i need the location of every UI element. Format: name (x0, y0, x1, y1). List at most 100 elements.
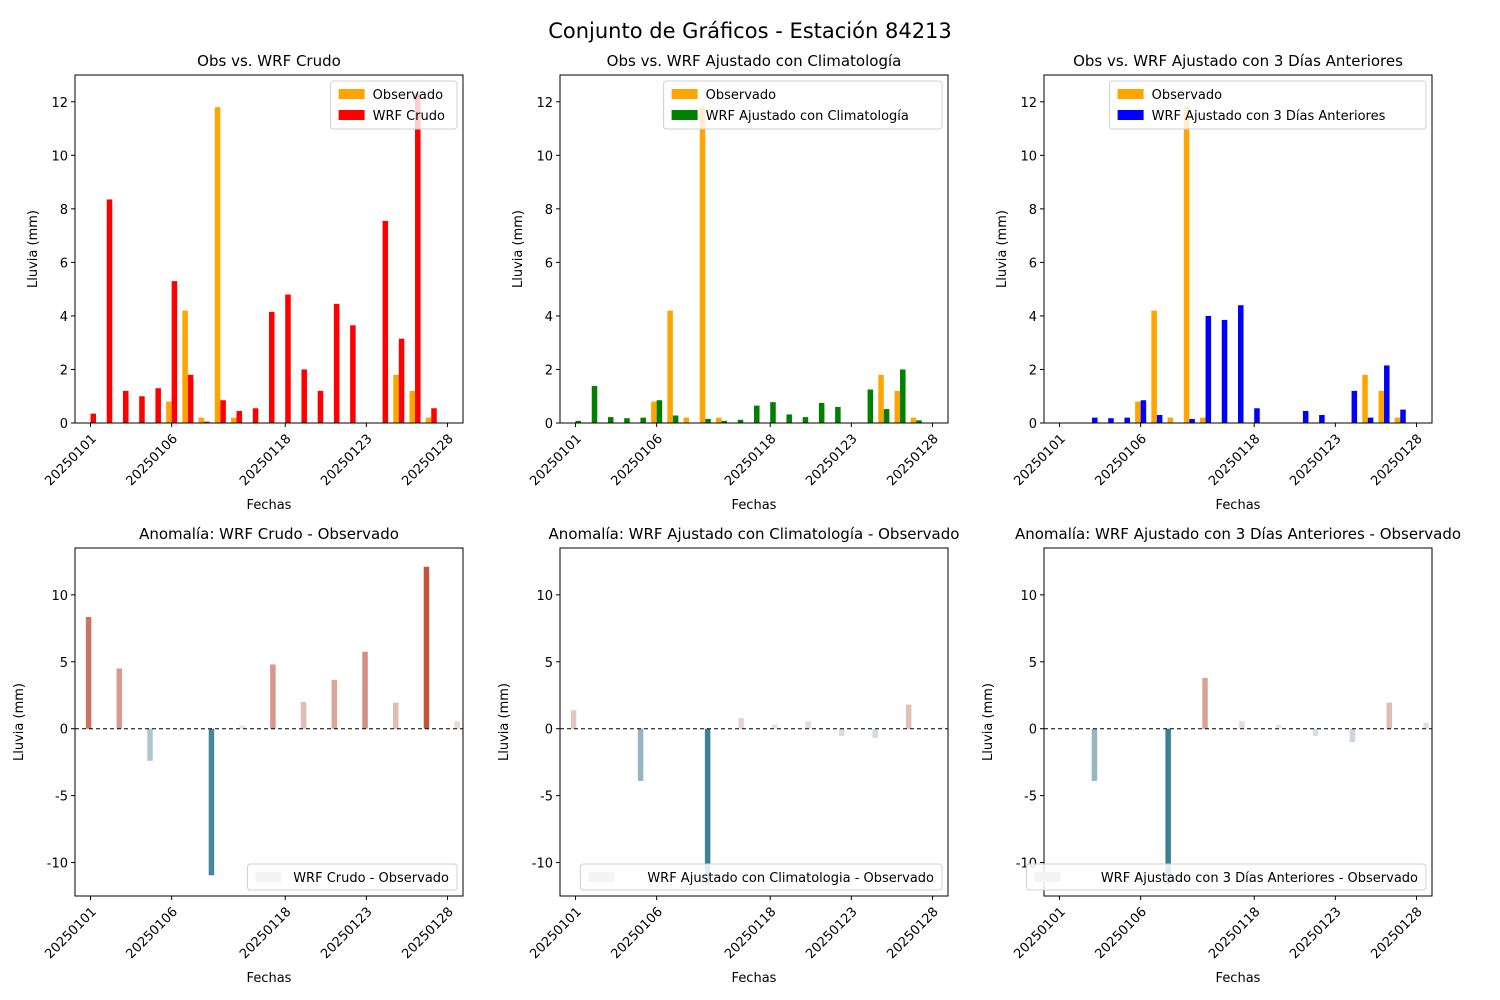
bar-observado (1200, 417, 1206, 423)
x-tick-label: 20250118 (237, 432, 294, 489)
panel-title: Obs vs. WRF Crudo (197, 52, 341, 70)
bar-anomalia (704, 728, 711, 885)
bar-wrf (90, 413, 97, 423)
legend-box (1025, 863, 1427, 891)
bar-observado (425, 417, 432, 423)
x-tick-label: 20250118 (237, 905, 294, 962)
bar-wrf (204, 421, 210, 423)
axes-frame (1043, 74, 1433, 424)
bar-observado (214, 107, 221, 423)
legend-label: WRF Crudo - Observado (293, 871, 449, 886)
bar-wrf (1108, 418, 1114, 423)
y-tick-label: 10 (51, 149, 68, 164)
panel-6: Anomalía: WRF Ajustado con 3 Días Anteri… (981, 525, 1461, 986)
x-tick-label: 20250128 (1368, 905, 1425, 962)
bar-observado (1378, 390, 1385, 423)
bar-wrf (1189, 418, 1195, 423)
bar-wrf (867, 389, 874, 423)
bar-wrf (285, 294, 291, 423)
legend-label: Observado (706, 88, 777, 103)
bar-wrf (1124, 417, 1130, 423)
y-axis-label: Lluvia (mm) (995, 210, 1010, 288)
y-tick-label: 8 (1029, 203, 1037, 218)
bar-wrf (431, 408, 437, 423)
bar-observado (667, 310, 673, 423)
x-tick-label: 20250101 (1011, 905, 1068, 962)
panel-title: Anomalía: WRF Crudo - Observado (139, 525, 399, 543)
panel-title: Obs vs. WRF Ajustado con 3 Días Anterior… (1073, 52, 1403, 70)
y-tick-label: 0 (1029, 723, 1037, 738)
bar-anomalia (423, 566, 430, 729)
x-axis-label: Fechas (1216, 971, 1261, 986)
bar-wrf (818, 402, 825, 423)
y-tick-label: 6 (60, 256, 68, 271)
bar-wrf (1156, 414, 1163, 423)
legend-swatch (338, 89, 365, 99)
bar-anomalia (208, 728, 215, 876)
y-axis-label: Lluvia (mm) (497, 683, 512, 761)
bar-wrf (1384, 365, 1390, 423)
y-tick-label: 6 (1029, 256, 1037, 271)
bar-anomalia (838, 728, 845, 737)
bar-observado (198, 417, 205, 423)
x-tick-label: 20250101 (42, 432, 99, 489)
bar-observado (231, 417, 237, 423)
legend-label: WRF Ajustado con Climatologia - Observad… (647, 871, 934, 886)
y-tick-label: 5 (545, 656, 553, 671)
bar-anomalia (1091, 728, 1098, 781)
x-tick-label: 20250128 (399, 432, 456, 489)
legend-label: WRF Ajustado con 3 Días Anteriores - Obs… (1101, 871, 1418, 886)
bar-wrf (786, 414, 792, 423)
legend-label: WRF Ajustado con 3 Días Anteriores (1152, 109, 1386, 124)
legend-swatch (255, 872, 282, 882)
y-tick-label: 12 (1020, 96, 1037, 111)
bar-wrf (672, 415, 679, 423)
x-axis-label: Fechas (732, 971, 777, 986)
y-tick-label: 10 (536, 149, 553, 164)
legend-swatch (671, 110, 698, 120)
bar-wrf (1140, 400, 1147, 423)
axes-frame (74, 74, 464, 424)
bar-wrf (317, 390, 324, 423)
bar-wrf (1205, 315, 1212, 423)
bar-observado (182, 310, 188, 423)
bar-wrf (900, 369, 906, 423)
bar-wrf (1091, 417, 1098, 423)
legend-box (246, 863, 458, 891)
x-tick-label: 20250101 (527, 432, 584, 489)
bar-wrf (624, 418, 630, 423)
bar-wrf (1238, 305, 1244, 423)
legend-swatch (588, 872, 615, 882)
bar-wrf (737, 419, 744, 423)
legend-box (1109, 80, 1427, 130)
bar-observado (699, 107, 706, 423)
panel-title: Obs vs. WRF Ajustado con Climatología (607, 52, 902, 70)
y-tick-label: 2 (1029, 363, 1037, 378)
bar-wrf (171, 281, 178, 423)
x-tick-label: 20250106 (609, 905, 666, 962)
panel-1: Obs vs. WRF Crudo 0 2 4 6 8 10 12 20250101 202501… (26, 52, 464, 513)
bar-anomalia (300, 701, 307, 729)
legend-swatch (1117, 110, 1144, 120)
y-axis-label: Lluvia (mm) (26, 210, 41, 288)
bar-observado (166, 401, 172, 423)
x-tick-label: 20250106 (124, 905, 181, 962)
x-tick-label: 20250128 (399, 905, 456, 962)
bar-anomalia (771, 724, 778, 729)
x-tick-label: 20250106 (609, 432, 666, 489)
y-axis-label: Lluvia (mm) (511, 210, 526, 288)
bar-anomalia (147, 728, 153, 761)
legend-box (579, 863, 943, 891)
legend-swatch (338, 110, 365, 120)
y-tick-label: 0 (545, 417, 553, 432)
bar-observado (409, 390, 416, 423)
axes-frame (74, 547, 464, 897)
bar-wrf (155, 388, 161, 423)
y-tick-label: 2 (545, 363, 553, 378)
bar-wrf (252, 408, 259, 423)
bar-wrf (187, 374, 194, 423)
x-tick-label: 20250123 (803, 432, 860, 489)
bar-anomalia (738, 717, 744, 729)
bar-wrf (721, 420, 728, 423)
bar-wrf (220, 400, 226, 423)
